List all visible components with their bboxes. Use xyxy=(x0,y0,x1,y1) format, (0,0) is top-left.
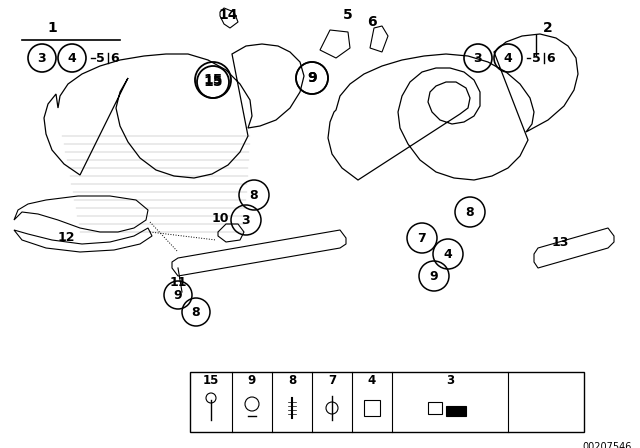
Text: 9: 9 xyxy=(307,71,317,85)
Text: 6: 6 xyxy=(367,15,377,29)
Text: 4: 4 xyxy=(368,374,376,387)
Text: 5: 5 xyxy=(532,52,540,65)
Bar xyxy=(428,402,442,414)
Text: 00207546: 00207546 xyxy=(582,442,632,448)
Bar xyxy=(190,372,584,432)
Text: 3: 3 xyxy=(474,52,483,65)
Text: 7: 7 xyxy=(328,374,336,387)
Text: 13: 13 xyxy=(551,236,569,249)
Text: 9: 9 xyxy=(173,289,182,302)
Text: 9: 9 xyxy=(248,374,256,387)
Text: 6: 6 xyxy=(547,52,556,65)
Text: 3: 3 xyxy=(242,214,250,227)
Text: 12: 12 xyxy=(57,231,75,244)
Text: 1: 1 xyxy=(47,21,57,35)
Text: 5: 5 xyxy=(95,52,104,65)
Text: 4: 4 xyxy=(68,52,76,65)
Text: 4: 4 xyxy=(504,52,513,65)
Text: 3: 3 xyxy=(38,52,46,65)
Bar xyxy=(364,400,380,416)
Text: 8: 8 xyxy=(192,306,200,319)
Text: 5: 5 xyxy=(343,8,353,22)
Text: 8: 8 xyxy=(250,189,259,202)
Text: 9: 9 xyxy=(307,71,317,85)
Text: 8: 8 xyxy=(466,206,474,219)
Text: 6: 6 xyxy=(111,52,119,65)
Text: 2: 2 xyxy=(543,21,553,35)
Text: 15: 15 xyxy=(203,374,219,387)
Text: 10: 10 xyxy=(211,211,228,224)
Text: 7: 7 xyxy=(418,232,426,245)
Text: 4: 4 xyxy=(444,247,452,260)
Text: 8: 8 xyxy=(288,374,296,387)
Text: 15: 15 xyxy=(204,73,223,87)
Text: 15: 15 xyxy=(204,75,223,89)
Text: 14: 14 xyxy=(218,8,237,22)
Text: 3: 3 xyxy=(446,374,454,387)
Text: 9: 9 xyxy=(429,270,438,283)
Bar xyxy=(446,406,466,416)
Text: 11: 11 xyxy=(169,276,187,289)
